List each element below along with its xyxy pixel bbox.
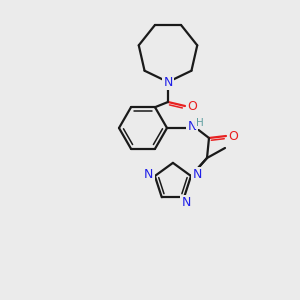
Text: O: O [187, 100, 197, 112]
Text: O: O [228, 130, 238, 142]
Text: N: N [144, 167, 154, 181]
Text: N: N [182, 196, 191, 209]
Text: N: N [163, 76, 173, 88]
Text: N: N [192, 167, 202, 181]
Text: N: N [187, 121, 197, 134]
Text: H: H [196, 118, 204, 128]
